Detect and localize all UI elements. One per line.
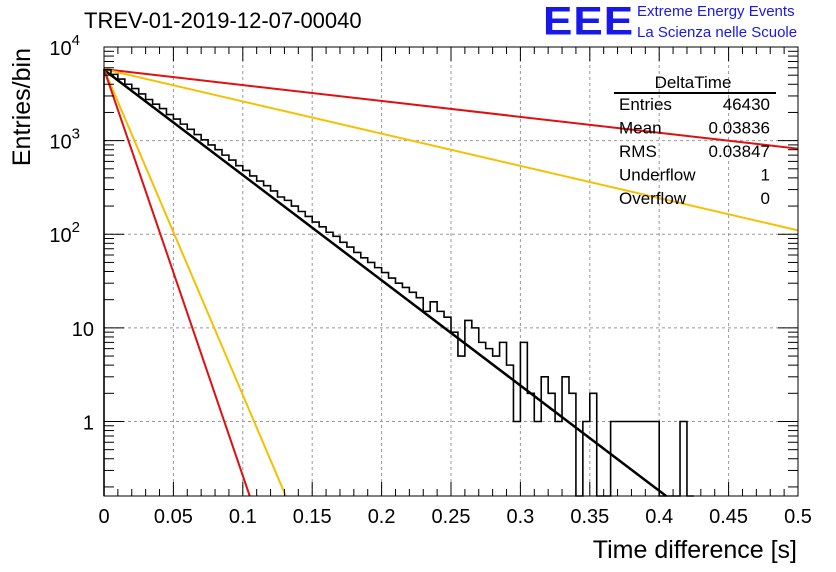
stats-row-label: Entries bbox=[619, 95, 672, 114]
stats-row-value: 0.03836 bbox=[709, 119, 770, 138]
x-tick-label: 0.15 bbox=[293, 506, 332, 528]
x-tick-label: 0 bbox=[98, 506, 109, 528]
logo-caption-line1: Extreme Energy Events bbox=[637, 3, 795, 20]
stats-row-label: Underflow bbox=[619, 166, 696, 185]
stats-row-value: 0 bbox=[761, 189, 770, 208]
fit-line-4 bbox=[103, 68, 287, 497]
y-tick-label: 103 bbox=[49, 126, 80, 154]
y-tick-label: 104 bbox=[49, 32, 80, 60]
stats-row-label: Overflow bbox=[619, 189, 687, 208]
fit-line-5 bbox=[103, 68, 251, 497]
stats-rows: Entries 46430 Mean 0.03836 RMS 0.03847 Underfl… bbox=[619, 95, 770, 208]
stats-row-value: 0.03847 bbox=[709, 142, 770, 161]
logo-caption-line2: La Scienza nelle Scuole bbox=[637, 24, 798, 41]
stats-box: DeltaTime Entries 46430 Mean 0.03836 RMS 0.03… bbox=[614, 73, 776, 208]
histogram-outline bbox=[103, 69, 694, 497]
stats-box-name: DeltaTime bbox=[655, 73, 732, 92]
x-tick-label: 0.3 bbox=[506, 506, 534, 528]
fit-line-2 bbox=[103, 68, 799, 150]
x-tick-label: 0.05 bbox=[154, 506, 193, 528]
x-tick-label: 0.25 bbox=[432, 506, 471, 528]
y-tick-label: 10 bbox=[72, 319, 94, 341]
x-tick-label: 0.45 bbox=[709, 506, 748, 528]
grid-lines bbox=[104, 47, 798, 496]
histogram-series bbox=[103, 69, 694, 497]
x-tick-label: 0.1 bbox=[229, 506, 257, 528]
x-axis-title: Time difference [s] bbox=[593, 536, 797, 564]
x-tick-label: 0.35 bbox=[570, 506, 609, 528]
y-axis-title: Entries/bin bbox=[8, 48, 36, 166]
x-tick-label: 0.5 bbox=[784, 506, 812, 528]
stats-row-label: RMS bbox=[619, 142, 657, 161]
x-tick-labels: 0 0.05 0.1 0.15 0.2 0.25 0.3 0.35 0.4 0.45 0.5 bbox=[98, 506, 811, 528]
axes bbox=[103, 46, 799, 496]
stats-row-label: Mean bbox=[619, 119, 662, 138]
x-tick-label: 0.4 bbox=[645, 506, 673, 528]
fit-lines bbox=[103, 68, 799, 497]
x-tick-label: 0.2 bbox=[368, 506, 396, 528]
eee-logo: EEE bbox=[543, 0, 635, 44]
fit-line-3 bbox=[103, 68, 799, 232]
stats-row-value: 46430 bbox=[723, 95, 770, 114]
chart-title: TREV-01-2019-12-07-00040 bbox=[84, 8, 362, 33]
y-tick-label: 102 bbox=[49, 219, 80, 247]
fit-line-1 bbox=[103, 68, 667, 497]
y-tick-labels: 1 10 102 103 104 bbox=[49, 32, 94, 434]
stats-row-value: 1 bbox=[761, 166, 770, 185]
y-tick-label: 1 bbox=[83, 412, 94, 434]
